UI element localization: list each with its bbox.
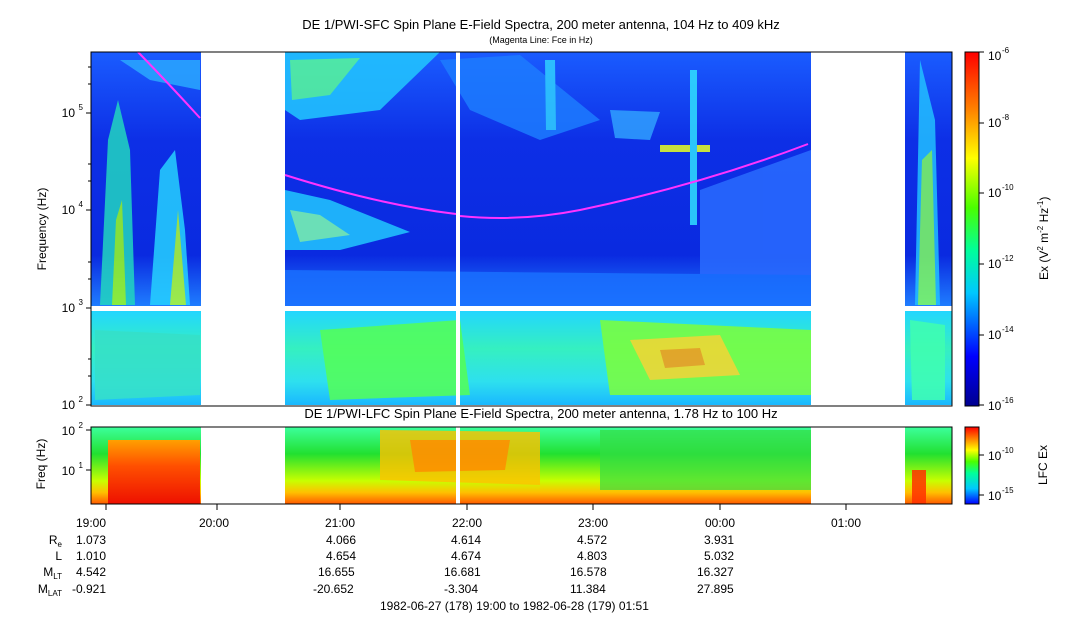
sfc-gap-line [456, 52, 460, 406]
ephem-mlt-1: 16.655 [318, 565, 355, 579]
svg-text:3: 3 [79, 298, 84, 307]
sfc-gap1 [201, 52, 285, 406]
lfc-y-axis [86, 429, 91, 471]
cbar-tick-1e-6: 10 [988, 49, 1002, 63]
ephem-l-0: 1.010 [76, 549, 107, 563]
svg-text:-16: -16 [1002, 396, 1014, 405]
ephem-mlat-1: -20.652 [313, 582, 354, 596]
time-tick-2200: 22:00 [452, 516, 483, 530]
lfc-ytick-1e2: 10 [62, 424, 76, 438]
ephem-l-3: 4.803 [577, 549, 608, 563]
ephem-label-re: Re [48, 533, 62, 549]
ephem-l-2: 4.674 [451, 549, 482, 563]
time-range-label: 1982-06-27 (178) 19:00 to 1982-06-28 (17… [380, 599, 649, 613]
fce-line [137, 51, 201, 119]
ephem-re-4: 3.931 [704, 533, 735, 547]
sfc-ylabel: Frequency (Hz) [35, 187, 49, 271]
sfc-ytick-1e4: 10 [62, 203, 76, 217]
ephem-re-3: 4.572 [577, 533, 608, 547]
svg-text:-15: -15 [1002, 486, 1014, 495]
ephem-mlat-0: -0.921 [72, 582, 107, 596]
ephem-mlt-2: 16.681 [444, 565, 481, 579]
sfc-features [95, 52, 945, 400]
cbar-tick-1e-16: 10 [988, 399, 1002, 413]
time-axis [105, 504, 847, 510]
sfc-colorbar: 10 -6 10 -8 10 -10 10 -12 10 -14 10 -16 Ex (V2… [964, 46, 1051, 413]
ephem-label-l: L [55, 549, 62, 563]
lfc-ylabel: Freq (Hz) [34, 438, 48, 490]
cbar-tick-1e-8: 10 [988, 116, 1002, 130]
lfc-colorbar: 10 -10 10 -15 [964, 426, 1014, 505]
cbar-tick-1e-14: 10 [988, 328, 1002, 342]
lfc-panel [90, 426, 953, 505]
sfc-y-axis [86, 66, 91, 406]
ephem-mlt-4: 16.327 [697, 565, 734, 579]
time-tick-0000: 00:00 [705, 516, 736, 530]
svg-text:-10: -10 [1002, 446, 1014, 455]
time-tick-1900: 19:00 [76, 516, 107, 530]
ephem-re-2: 4.614 [451, 533, 482, 547]
ephem-mlt-3: 16.578 [570, 565, 607, 579]
lfc-ytick-1e1: 10 [62, 464, 76, 478]
sfc-ytick-1e2: 10 [62, 398, 76, 412]
svg-text:5: 5 [79, 103, 84, 112]
time-tick-2100: 21:00 [325, 516, 356, 530]
ephem-re-1: 4.066 [326, 533, 357, 547]
ephem-l-1: 4.654 [326, 549, 357, 563]
ephem-l-4: 5.032 [704, 549, 735, 563]
svg-text:2: 2 [79, 395, 84, 404]
lfc-cbar-tick-1e-10: 10 [988, 449, 1002, 463]
svg-text:-10: -10 [1002, 183, 1014, 192]
time-tick-0100: 01:00 [831, 516, 862, 530]
ephem-re-0: 1.073 [76, 533, 107, 547]
ephem-mlat-2: -3.304 [444, 582, 479, 596]
time-tick-2300: 23:00 [578, 516, 609, 530]
sfc-panel [90, 51, 953, 407]
ephem-label-mlt: MLT [43, 565, 62, 581]
svg-text:-8: -8 [1002, 113, 1010, 122]
lfc-seg1-red [108, 440, 200, 504]
ephem-mlt-0: 4.542 [76, 565, 107, 579]
lfc-cbar-tick-1e-15: 10 [988, 489, 1002, 503]
sfc-subtitle: (Magenta Line: Fce in Hz) [489, 35, 593, 45]
svg-text:-14: -14 [1002, 325, 1014, 334]
ephem-label-mlat: MLAT [37, 582, 62, 598]
sfc-ytick-1e5: 10 [62, 106, 76, 120]
svg-text:2: 2 [79, 421, 84, 430]
sfc-colorbar-label: Ex (V2 m-2 Hz-1) [1036, 197, 1051, 280]
sfc-ytick-1e3: 10 [62, 301, 76, 315]
fce-line-2 [284, 143, 809, 219]
svg-text:4: 4 [79, 200, 84, 209]
lfc-colorbar-label: LFC Ex [1036, 445, 1050, 486]
ephem-mlat-3: 11.384 [570, 582, 606, 596]
cbar-tick-1e-12: 10 [988, 257, 1002, 271]
lfc-title: DE 1/PWI-LFC Spin Plane E-Field Spectra,… [304, 406, 778, 421]
svg-text:1: 1 [79, 461, 84, 470]
time-tick-2000: 20:00 [199, 516, 230, 530]
sfc-title: DE 1/PWI-SFC Spin Plane E-Field Spectra,… [302, 17, 780, 32]
svg-text:-12: -12 [1002, 254, 1014, 263]
sfc-y-ticklabels: 10 5 10 4 10 3 10 2 [62, 103, 84, 412]
ephem-mlat-4: 27.895 [697, 582, 734, 596]
svg-text:-6: -6 [1002, 46, 1010, 55]
sfc-gap2 [811, 52, 905, 406]
cbar-tick-1e-10: 10 [988, 186, 1002, 200]
